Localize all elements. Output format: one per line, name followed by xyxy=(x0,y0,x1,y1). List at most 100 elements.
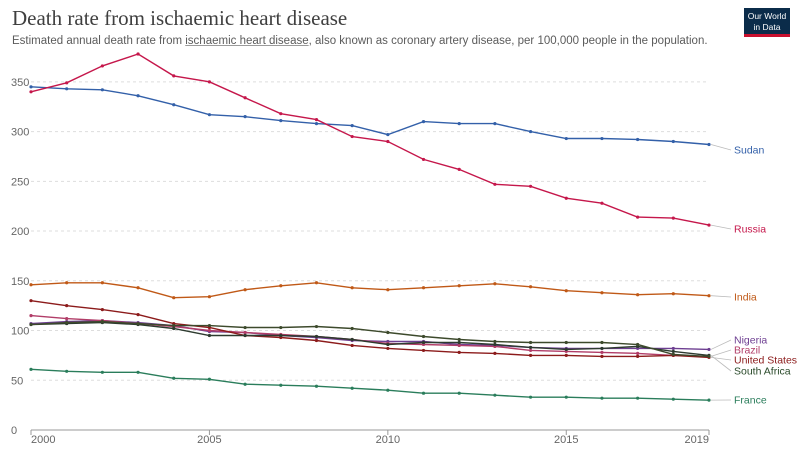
data-point xyxy=(350,337,354,342)
data-point xyxy=(493,182,497,186)
data-point xyxy=(314,324,319,329)
data-point xyxy=(279,325,283,330)
data-point xyxy=(29,283,33,287)
data-point xyxy=(279,383,283,387)
x-tick-label: 2019 xyxy=(685,434,709,446)
data-point xyxy=(172,326,176,331)
data-point xyxy=(564,196,568,200)
data-point xyxy=(172,296,176,300)
data-point xyxy=(493,393,497,397)
logo-line2: in Data xyxy=(753,22,781,32)
data-point xyxy=(314,281,319,285)
logo-line1: Our World xyxy=(747,11,787,21)
data-point xyxy=(636,137,640,142)
data-point xyxy=(29,90,33,94)
data-point xyxy=(29,299,33,303)
y-tick-label: 0 xyxy=(11,425,17,437)
y-tick-label: 300 xyxy=(11,127,29,139)
data-point xyxy=(564,136,568,141)
data-point xyxy=(564,395,568,399)
data-point xyxy=(528,129,533,134)
data-point xyxy=(314,334,319,339)
data-point xyxy=(29,322,33,327)
data-point xyxy=(350,286,354,290)
data-point xyxy=(564,340,568,345)
data-point xyxy=(350,326,354,331)
data-point xyxy=(243,96,247,100)
data-point xyxy=(493,351,497,356)
data-point xyxy=(457,337,461,342)
series-line-south-africa xyxy=(30,320,710,358)
chart-title: Death rate from ischaemic heart disease xyxy=(12,6,348,30)
data-point xyxy=(671,139,675,144)
data-point xyxy=(636,215,640,219)
data-point xyxy=(600,396,604,400)
data-point xyxy=(707,354,711,358)
label-connector xyxy=(710,355,732,372)
data-point xyxy=(636,342,640,347)
data-point xyxy=(421,391,426,395)
data-point xyxy=(636,293,640,297)
data-point xyxy=(100,88,104,92)
data-point xyxy=(457,343,461,348)
data-point xyxy=(421,340,426,345)
subtitle-text-end: , also known as coronary artery disease,… xyxy=(308,35,708,47)
data-point xyxy=(636,351,640,356)
data-point xyxy=(100,308,104,312)
data-point xyxy=(421,157,426,162)
data-point xyxy=(671,292,675,296)
data-point xyxy=(600,340,604,345)
owid-logo[interactable]: Our World in Data xyxy=(744,8,790,37)
data-point xyxy=(65,369,69,373)
series-line-united-states xyxy=(30,300,710,359)
data-point xyxy=(457,340,461,345)
data-point xyxy=(207,328,212,333)
data-point xyxy=(136,52,140,56)
data-point xyxy=(671,346,675,351)
data-point xyxy=(457,350,461,355)
data-point xyxy=(172,103,176,107)
data-point xyxy=(65,320,69,325)
x-tick-label: 2010 xyxy=(376,434,400,446)
data-point xyxy=(671,352,675,356)
data-point xyxy=(386,346,390,351)
data-point xyxy=(65,316,69,321)
series-line-sudan xyxy=(30,86,710,146)
data-point xyxy=(350,386,354,390)
y-tick-label: 100 xyxy=(11,326,29,338)
y-tick-label: 150 xyxy=(11,276,29,288)
data-point xyxy=(493,339,497,344)
data-point xyxy=(350,343,354,348)
data-point xyxy=(243,288,247,292)
series-label-south-africa: South Africa xyxy=(734,366,791,378)
data-point xyxy=(279,284,283,288)
data-point xyxy=(243,330,247,335)
data-point xyxy=(314,118,319,122)
y-tick-label: 50 xyxy=(11,375,23,387)
data-point xyxy=(350,124,354,128)
data-point xyxy=(136,313,140,317)
data-point xyxy=(421,120,426,124)
x-tick-label: 2000 xyxy=(31,434,55,446)
data-point xyxy=(207,295,212,299)
series-label-russia: Russia xyxy=(734,224,766,236)
label-connector xyxy=(710,349,732,357)
data-point xyxy=(707,223,711,227)
data-point xyxy=(100,370,104,374)
label-connector xyxy=(710,144,732,151)
data-point xyxy=(386,388,390,392)
series-label-sudan: Sudan xyxy=(734,145,765,157)
data-point xyxy=(564,289,568,293)
chart-subtitle: Estimated annual death rate from ischaem… xyxy=(12,35,708,47)
data-point xyxy=(100,281,104,285)
subtitle-link[interactable]: ischaemic heart disease xyxy=(185,35,309,47)
data-point xyxy=(421,334,426,339)
data-point xyxy=(671,349,675,354)
data-point xyxy=(707,294,711,298)
data-point xyxy=(65,281,69,285)
data-point xyxy=(207,113,212,117)
series-label-brazil: Brazil xyxy=(734,345,760,357)
data-point xyxy=(207,333,212,338)
data-point xyxy=(29,314,33,318)
data-point xyxy=(100,64,104,68)
